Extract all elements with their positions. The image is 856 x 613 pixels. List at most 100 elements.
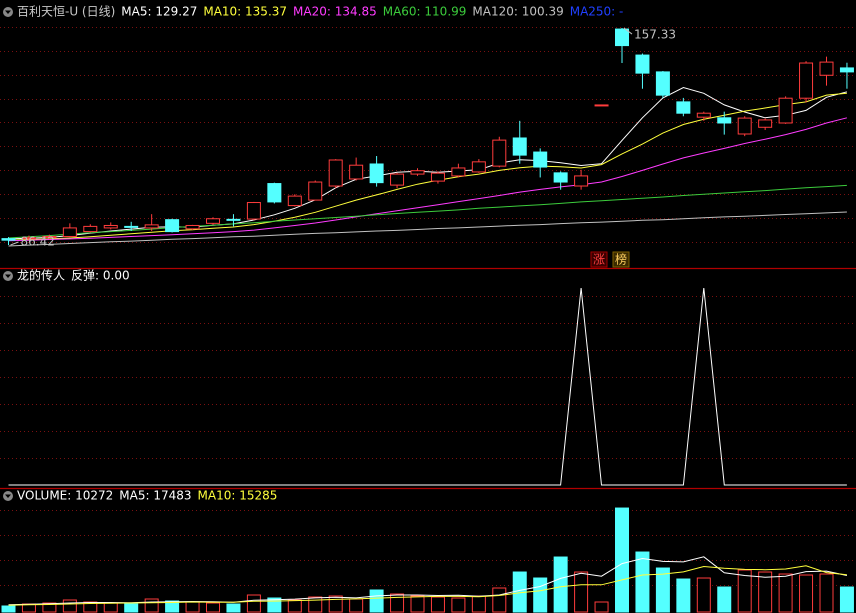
volume-bar (246, 594, 261, 613)
candle-body (799, 62, 814, 99)
high-label: 157.33 (634, 28, 676, 42)
volume-bar (635, 551, 650, 613)
candle-body (471, 161, 486, 173)
volume-ma-legend: MA10: 15285 (198, 489, 278, 503)
candle-body (328, 159, 343, 187)
low-pointer (10, 241, 19, 246)
volume-bar (717, 586, 732, 613)
volume-bar (655, 567, 670, 613)
volume-bar (553, 556, 568, 613)
volume-bar (410, 595, 425, 613)
volume-bar (819, 573, 834, 613)
volume-bar (492, 587, 507, 613)
candle-body (42, 235, 57, 238)
low-label: 86.42 (21, 234, 55, 248)
candle-body (430, 172, 445, 182)
volume-bar (758, 571, 773, 613)
candle-body (655, 71, 670, 96)
ma-line (8, 117, 848, 242)
menu-arrow (5, 274, 11, 278)
candle-body (778, 97, 793, 124)
candle-body (144, 224, 159, 229)
candle-body (1, 238, 16, 241)
volume-bar (308, 596, 323, 613)
volume-bar (206, 602, 220, 613)
volume-bar (533, 577, 548, 613)
ma-line (8, 184, 847, 239)
volume-bar (430, 596, 445, 613)
volume-bar (165, 600, 180, 613)
volume-bar (42, 602, 57, 613)
candle-body (717, 117, 732, 124)
candle-body (369, 163, 384, 184)
candle-body (819, 61, 834, 76)
volume-ma-line (8, 565, 847, 606)
candle-body (185, 224, 200, 230)
candle-body (615, 28, 629, 47)
ma-legend: MA20: 134.85 (293, 5, 377, 19)
candle-body (574, 175, 589, 187)
volume-bar (778, 573, 793, 613)
volume-bar (124, 603, 139, 613)
ma-line (8, 211, 847, 247)
candle-body (206, 218, 220, 224)
badge: 榜 (615, 252, 627, 267)
candle-body (226, 218, 241, 221)
candle-body (21, 237, 36, 240)
volume-bar (799, 574, 814, 613)
candle-body (553, 172, 568, 183)
ma-legend: MA120: 100.39 (472, 5, 563, 19)
volume-bar (226, 603, 241, 613)
indicator-title: 龙的传人 (17, 268, 65, 283)
ma-legend: MA250: - (570, 5, 624, 19)
ma-legend: MA5: 129.27 (121, 5, 197, 19)
volume-bar (390, 593, 405, 613)
candle-body (758, 119, 773, 128)
volume-bar (696, 577, 711, 613)
menu-arrow (5, 494, 11, 498)
badge-box (612, 251, 630, 268)
candle-body (451, 167, 466, 177)
candle-body (287, 195, 302, 207)
volume-ma-legend: MA5: 17483 (119, 489, 191, 503)
candle-body (124, 225, 139, 228)
indicator-line (8, 287, 847, 486)
volume-bar (62, 599, 77, 613)
ma-line (8, 92, 847, 241)
candle-body (62, 227, 77, 237)
volume-bar (328, 595, 343, 613)
volume-bar (615, 507, 629, 613)
indicator-legend: 反弹: 0.00 (71, 269, 130, 283)
volume-bar (369, 589, 384, 613)
ma-legend: MA60: 110.99 (383, 5, 467, 19)
volume-bar (594, 601, 609, 613)
candle-body (594, 104, 609, 107)
volume-bar (103, 602, 118, 613)
badge: 涨 (593, 252, 605, 267)
candle-body (103, 224, 118, 229)
candle-body (308, 181, 323, 201)
ma-legend: MA10: 135.37 (203, 5, 287, 19)
candle-body (246, 202, 261, 220)
candle-body (349, 164, 364, 180)
candle-body (390, 173, 405, 186)
volume-bar (144, 598, 159, 613)
candle-body (839, 67, 854, 73)
volume-bar (185, 601, 200, 613)
candle-body (676, 101, 691, 114)
volume-ma-line (8, 556, 848, 606)
volume-bar (451, 597, 466, 613)
candle-body (737, 117, 752, 135)
menu-arrow (5, 10, 11, 14)
candle-body (410, 170, 425, 175)
candle-body (83, 225, 98, 233)
volume-bar (349, 598, 364, 613)
candle-body (492, 139, 507, 167)
badge-box (590, 251, 608, 268)
candle-body (165, 219, 180, 233)
volume-bar (287, 599, 302, 613)
candle-body (533, 151, 548, 168)
volume-title: VOLUME: 10272 (17, 489, 113, 503)
